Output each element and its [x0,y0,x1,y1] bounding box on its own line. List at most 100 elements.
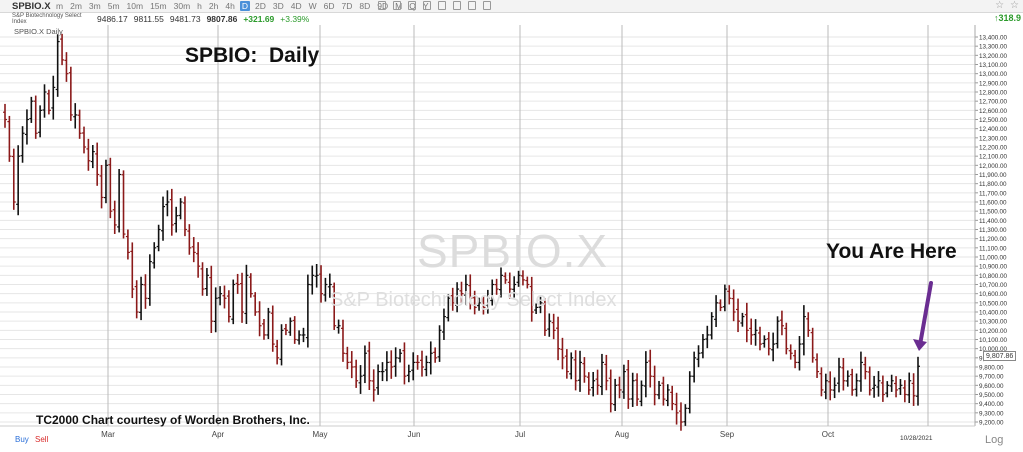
ohlc-bar [819,367,824,397]
ohlc-bar [196,242,201,278]
timeframe-5m[interactable]: 5m [107,1,120,11]
ohlc-bar [657,380,662,400]
ohlc-bar [77,109,82,139]
timeframe-2D[interactable]: 2D [254,1,266,11]
timeframe-3m[interactable]: 3m [88,1,101,11]
ohlc-bar [534,303,539,314]
timeframe-4D[interactable]: 4D [290,1,302,11]
ohlc-bar [345,346,350,370]
ohlc-bar [297,330,302,345]
ohlc-bar [709,312,714,340]
ohlc-bar [103,159,108,204]
timeframe-8D[interactable]: 8D [359,1,371,11]
star-icon[interactable]: ☆ [995,0,1005,11]
ohlc-bar [319,265,324,303]
buy-button[interactable]: Buy [15,435,29,444]
ohlc-bar [481,296,486,315]
timeframe-M[interactable]: M [395,1,403,11]
ohlc-bar [240,272,245,323]
ohlc-bar [459,281,464,303]
timeframe-10m[interactable]: 10m [126,1,144,11]
ohlc-bar [850,368,855,396]
timeframe-W[interactable]: W [308,1,317,11]
ohlc-bar [86,138,91,171]
y-tick-label: 9,400.00 [979,401,1004,408]
y-tick-label: 9,200.00 [979,420,1004,427]
low-value: 9481.73 [169,14,201,24]
watermark-symbol: SPBIO.X [417,225,609,277]
ohlc-bar [463,274,468,305]
you-are-here-arrow [918,281,933,344]
timeframe-m[interactable]: m [56,1,64,11]
ohlc-bar [152,242,157,269]
timeframe-3D[interactable]: 3D [272,1,284,11]
ohlc-bar [411,352,416,381]
ohlc-bar [477,297,482,311]
timeframe-2m[interactable]: 2m [70,1,82,11]
drawing-tool-icon[interactable] [483,1,491,10]
y-tick-label: 11,500.00 [979,209,1007,216]
ohlc-bar [832,377,837,399]
timeframe-2h[interactable]: 2h [208,1,219,11]
drawing-tools [378,1,491,10]
ohlc-bar [661,376,666,406]
drawing-tool-icon[interactable] [438,1,446,10]
drawing-tool-icon[interactable] [378,1,386,10]
ohlc-bar [270,305,275,352]
symbol-label[interactable]: SPBIO.X [12,0,51,12]
timeframe-h[interactable]: h [197,1,202,11]
timeframe-7D[interactable]: 7D [341,1,353,11]
timeframe-6D[interactable]: 6D [323,1,335,11]
ohlc-bar [727,285,732,305]
ohlc-bar [174,206,179,233]
ohlc-bar [310,265,315,295]
star-add-icon[interactable]: ☆ [1010,0,1019,11]
timeframe-15m[interactable]: 15m [150,1,167,11]
ohlc-bar [569,352,574,380]
y-tick-label: 13,200.00 [979,53,1008,60]
ohlc-bar [639,380,644,407]
ohlc-bar [200,262,205,296]
ohlc-bar [275,339,280,365]
ohlc-bar [222,285,227,309]
ohlc-bar [11,148,16,210]
timeframe-4h[interactable]: 4h [225,1,235,11]
y-tick-label: 9,600.00 [979,383,1004,390]
ohlc-bar [626,359,631,409]
y-tick-label: 11,100.00 [979,245,1007,252]
ohlc-bar [235,273,240,294]
chart-title: SPBIO: Daily [185,44,320,67]
ohlc-bar [121,170,126,239]
ohlc-bar [336,319,341,334]
drawing-tool-icon[interactable] [423,1,431,10]
sell-button[interactable]: Sell [35,435,49,444]
timeframe-Y[interactable]: Y [422,1,429,11]
toolbar: SPBIO.X m 2m 3m 5m 10m 15m 30m h 2h 4h D 2D 3D 4D W 6D 7… [0,0,1023,13]
ohlc-bar [753,319,758,346]
log-scale-button[interactable]: Log [985,434,1004,446]
ohlc-bar [916,356,920,406]
drawing-tool-icon[interactable] [453,1,461,10]
y-tick-label: 11,300.00 [979,227,1007,234]
ohlc-bar [389,350,394,379]
price-chart[interactable]: 13,400.00 13,300.00 13,200.00 13,100.00 13,0… [0,25,1023,452]
y-tick-label: 12,200.00 [979,145,1008,152]
drawing-tool-icon[interactable] [393,1,401,10]
ohlc-bar [573,350,578,391]
timeframe-D[interactable]: D [239,1,250,11]
y-tick-label: 12,500.00 [979,117,1008,124]
drawing-tool-icon[interactable] [468,1,476,10]
timeframe-Q[interactable]: Q [409,1,416,11]
ohlc-bar [845,370,850,387]
timeframe-9D[interactable]: 9D [377,1,389,11]
ohlc-bar [165,190,170,217]
y-tick-label: 9,300.00 [979,410,1004,417]
ohlc-bar [38,105,43,138]
timeframe-30m[interactable]: 30m [173,1,191,11]
ohlc-bar [332,282,337,330]
drawing-tool-icon[interactable] [408,1,416,10]
y-tick-label: 11,700.00 [979,190,1007,197]
ohlc-bar [538,296,543,314]
ohlc-bar [82,126,87,154]
ohlc-bar [722,284,727,312]
